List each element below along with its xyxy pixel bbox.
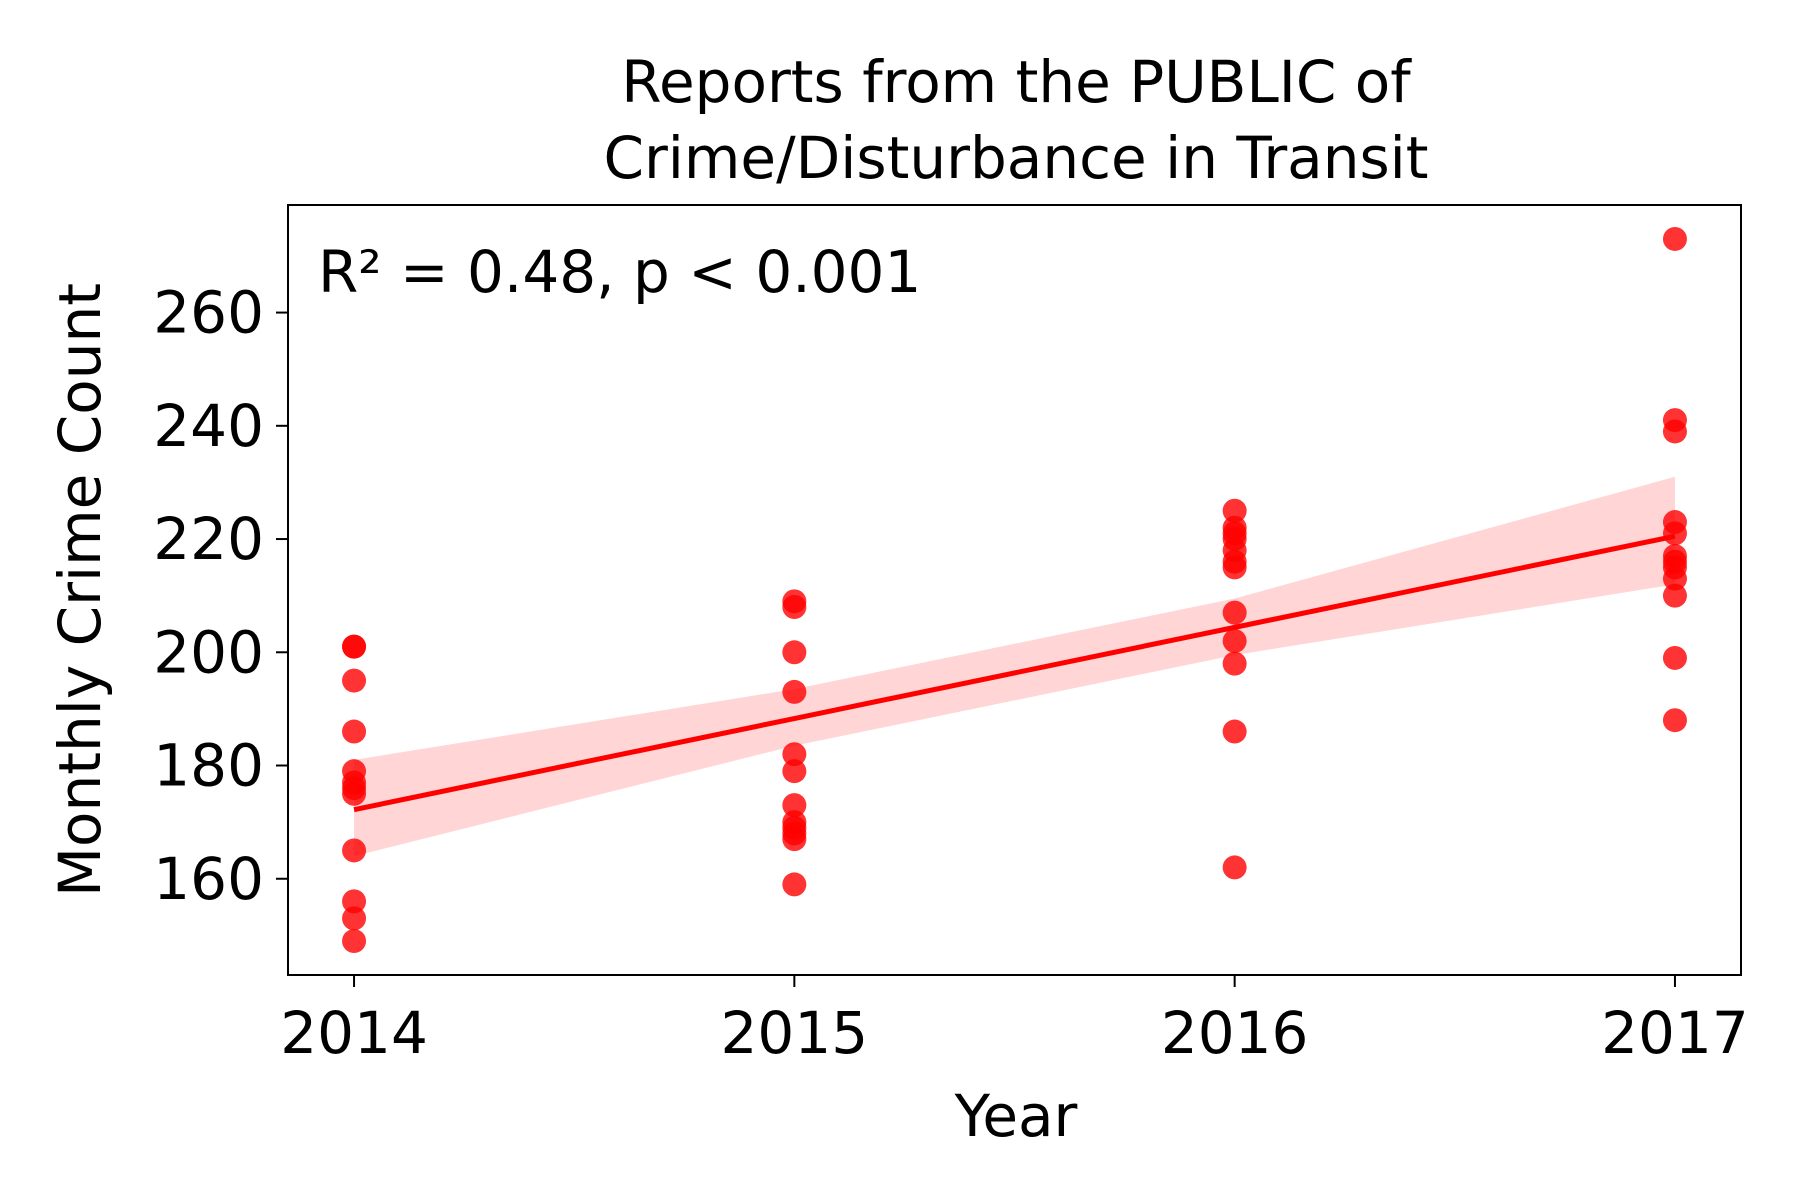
data-point xyxy=(1222,498,1247,523)
data-point xyxy=(782,742,807,767)
data-point xyxy=(342,668,367,693)
y-axis: 160 180 200 220 240 260 xyxy=(153,279,288,913)
y-axis-label: Monthly Crime Count xyxy=(46,283,114,897)
data-point xyxy=(782,827,807,852)
y-tick-label: 200 xyxy=(153,618,264,686)
data-point xyxy=(1222,600,1247,625)
y-tick-label: 260 xyxy=(153,279,264,347)
plot-area xyxy=(287,204,1742,976)
data-point xyxy=(1222,719,1247,744)
x-axis: 2014 2015 2016 2017 xyxy=(280,975,1749,1067)
data-point xyxy=(1662,708,1687,733)
data-point xyxy=(1662,419,1687,444)
data-point xyxy=(1222,521,1247,546)
x-tick-label: 2016 xyxy=(1161,999,1309,1067)
data-point xyxy=(342,776,367,801)
data-point xyxy=(782,793,807,818)
x-tick-label: 2017 xyxy=(1601,999,1749,1067)
x-tick-label: 2015 xyxy=(721,999,869,1067)
data-point xyxy=(782,679,807,704)
data-points xyxy=(342,226,1687,954)
data-point xyxy=(782,594,807,619)
regression-line xyxy=(353,533,1676,813)
data-point xyxy=(1222,628,1247,653)
data-point xyxy=(782,640,807,665)
data-point xyxy=(342,719,367,744)
data-point xyxy=(782,759,807,784)
data-point xyxy=(1662,521,1687,546)
data-point xyxy=(1222,651,1247,676)
data-point xyxy=(342,634,367,659)
data-point xyxy=(1662,645,1687,670)
data-point xyxy=(342,838,367,863)
y-tick-label: 160 xyxy=(153,845,264,913)
confidence-band xyxy=(354,476,1675,857)
data-point xyxy=(1222,855,1247,880)
data-point xyxy=(1662,549,1687,574)
plot-frame xyxy=(287,204,1742,976)
stats-annotation: R² = 0.48, p < 0.001 xyxy=(318,238,921,306)
x-axis-label: Year xyxy=(954,1082,1078,1150)
data-point xyxy=(342,889,367,914)
x-tick-label: 2014 xyxy=(280,999,428,1067)
data-point xyxy=(1662,583,1687,608)
data-point xyxy=(342,906,367,931)
data-point xyxy=(1222,555,1247,580)
data-point xyxy=(782,872,807,897)
y-tick-label: 220 xyxy=(153,505,264,573)
data-point xyxy=(1662,566,1687,591)
y-tick-label: 240 xyxy=(153,392,264,460)
data-point xyxy=(342,929,367,954)
y-tick-label: 180 xyxy=(153,732,264,800)
chart-title-line-1: Reports from the PUBLIC of xyxy=(621,48,1412,116)
data-point xyxy=(1662,226,1687,251)
chart-title-line-2: Crime/Disturbance in Transit xyxy=(603,124,1428,192)
